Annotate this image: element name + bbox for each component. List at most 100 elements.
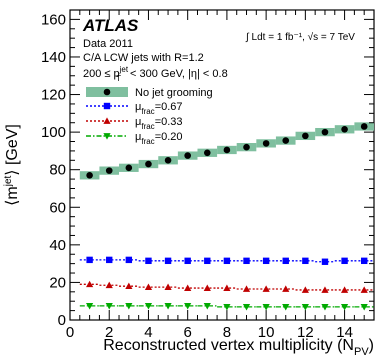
point-0-10 bbox=[282, 137, 290, 144]
point-2-6 bbox=[203, 284, 211, 291]
point-2-14 bbox=[360, 286, 368, 293]
point-2-9 bbox=[262, 285, 270, 292]
series-markers bbox=[86, 123, 368, 311]
point-3-9 bbox=[262, 303, 270, 311]
point-2-11 bbox=[301, 286, 309, 293]
legend-entry-label-1-sub: frac bbox=[141, 107, 154, 116]
point-1-2 bbox=[125, 256, 133, 264]
point-3-7 bbox=[223, 303, 231, 311]
x-tick-label-4: 8 bbox=[223, 324, 231, 341]
point-3-3 bbox=[144, 303, 153, 310]
data-label: Data 2011 bbox=[83, 38, 133, 50]
point-3-8 bbox=[242, 303, 251, 311]
point-3-6 bbox=[203, 303, 211, 310]
point-2-0 bbox=[86, 280, 94, 288]
legend-entry-label-1-post: =0.67 bbox=[155, 101, 183, 113]
legend-entry-label-2-sub: frac bbox=[141, 122, 154, 131]
point-0-0 bbox=[86, 172, 93, 179]
point-2-7 bbox=[223, 284, 231, 291]
x-axis-label: Reconstructed vertex multiplicity (NPV) bbox=[103, 337, 374, 358]
legend-entry-label-2: μfrac=0.33 bbox=[135, 116, 183, 131]
point-3-0 bbox=[86, 303, 94, 310]
point-3-1 bbox=[105, 303, 113, 310]
legend-marker-2 bbox=[103, 117, 111, 124]
legend-swatches bbox=[86, 87, 128, 140]
point-2-8 bbox=[242, 285, 251, 292]
point-2-10 bbox=[282, 285, 290, 292]
point-1-9 bbox=[262, 257, 270, 265]
y-tick-label-3: 60 bbox=[49, 199, 66, 216]
point-3-5 bbox=[184, 303, 192, 310]
point-1-3 bbox=[145, 257, 152, 265]
point-1-7 bbox=[223, 257, 231, 265]
atlas-label: ATLAS bbox=[82, 16, 139, 35]
point-1-1 bbox=[106, 256, 113, 264]
legend-entry-label-3-sub: frac bbox=[141, 137, 154, 146]
cut-label-pre: 200 ≤ p bbox=[83, 68, 120, 80]
point-3-13 bbox=[340, 303, 349, 311]
point-0-13 bbox=[341, 126, 348, 133]
point-0-14 bbox=[360, 123, 368, 130]
point-1-5 bbox=[184, 257, 191, 265]
point-2-3 bbox=[144, 283, 153, 291]
y-axis-label-main: ⟨m bbox=[4, 186, 21, 206]
point-3-14 bbox=[360, 303, 368, 311]
point-0-5 bbox=[184, 152, 191, 159]
legend-entry-label-1: μfrac=0.67 bbox=[135, 101, 183, 116]
y-tick-label-2: 40 bbox=[49, 237, 66, 254]
y-tick-label-7: 140 bbox=[41, 49, 66, 66]
y-axis-label-close: ⟩ [GeV] bbox=[4, 124, 21, 176]
legend-entry-label-0: No jet grooming bbox=[135, 87, 213, 99]
point-2-5 bbox=[184, 284, 192, 291]
point-1-6 bbox=[204, 257, 211, 265]
point-1-4 bbox=[164, 257, 172, 265]
cut-label: 200 ≤ pjet T < 300 GeV, |η| < 0.8 bbox=[83, 65, 228, 83]
point-1-10 bbox=[282, 257, 289, 265]
y-tick-label-1: 20 bbox=[49, 274, 66, 291]
y-tick-label-8: 160 bbox=[41, 11, 66, 28]
x-tick-label-3: 6 bbox=[184, 324, 192, 341]
point-0-2 bbox=[125, 164, 133, 172]
cut-label-sub: T bbox=[116, 74, 121, 83]
legend-entry-label-2-main: μ bbox=[135, 116, 141, 128]
point-0-12 bbox=[321, 128, 329, 136]
x-axis-label-main: Reconstructed vertex multiplicity (N bbox=[103, 337, 354, 354]
point-1-14 bbox=[360, 257, 368, 265]
point-3-4 bbox=[164, 303, 172, 310]
legend-entry-label-3-post: =0.20 bbox=[155, 131, 183, 143]
cut-label-post: < 300 GeV, |η| < 0.8 bbox=[127, 68, 228, 80]
point-0-1 bbox=[105, 167, 113, 174]
point-0-3 bbox=[145, 160, 152, 168]
point-1-13 bbox=[341, 257, 348, 265]
point-0-7 bbox=[223, 146, 231, 154]
legend-marker-0 bbox=[103, 88, 111, 96]
point-0-11 bbox=[302, 132, 309, 140]
point-0-4 bbox=[164, 157, 172, 164]
point-2-2 bbox=[125, 282, 133, 290]
y-tick-label-5: 100 bbox=[41, 124, 66, 141]
point-1-8 bbox=[243, 257, 250, 265]
x-axis-label-close: ) bbox=[369, 337, 374, 354]
x-tick-label-7: 14 bbox=[336, 324, 353, 341]
point-0-9 bbox=[262, 140, 270, 147]
legend-marker-1 bbox=[103, 102, 111, 110]
point-1-0 bbox=[86, 256, 93, 264]
legend: No jet grooming μfrac=0.67 μfrac=0.33 μf… bbox=[135, 87, 213, 146]
point-1-11 bbox=[302, 257, 309, 265]
y-axis-label: ⟨mjet⟩ [GeV] bbox=[3, 124, 21, 206]
point-2-4 bbox=[164, 283, 172, 291]
y-axis-label-sup: jet bbox=[3, 176, 14, 188]
legend-entry-label-1-main: μ bbox=[135, 101, 141, 113]
x-tick-label-6: 12 bbox=[297, 324, 314, 341]
legend-entry-label-3-main: μ bbox=[135, 131, 141, 143]
legend-entry-label-3: μfrac=0.20 bbox=[135, 131, 183, 146]
x-tick-label-1: 2 bbox=[105, 324, 113, 341]
point-2-13 bbox=[340, 286, 349, 293]
y-tick-label-6: 120 bbox=[41, 87, 66, 104]
point-3-10 bbox=[282, 303, 290, 311]
x-tick-label-5: 10 bbox=[258, 324, 275, 341]
point-2-1 bbox=[105, 281, 113, 289]
legend-entry-label-2-post: =0.33 bbox=[155, 116, 183, 128]
y-tick-label-4: 80 bbox=[49, 162, 66, 179]
